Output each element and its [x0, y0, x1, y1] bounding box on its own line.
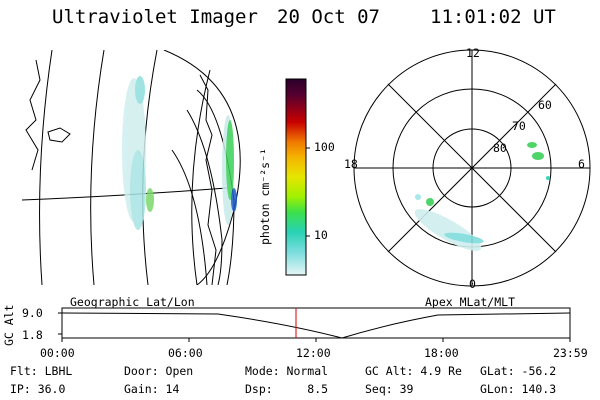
gain-info: Gain: 14	[124, 382, 180, 396]
mode-info: Mode: Normal	[245, 364, 329, 378]
time-tick-2359: 23:59	[553, 346, 588, 360]
colorbar	[285, 78, 310, 276]
time-tick-1200: 12:00	[296, 346, 331, 360]
colorbar-scale	[285, 78, 307, 276]
gc-alt-tick-low: 1.8	[22, 328, 43, 342]
time-tick-1800: 18:00	[424, 346, 459, 360]
polar-label-6: 6	[578, 157, 585, 171]
polar-lat-70: 70	[512, 119, 526, 133]
gc-alt-info: GC Alt: 4.9 Re	[365, 364, 462, 378]
glat-info: GLat: -56.2	[480, 364, 557, 378]
gc-alt-axis-label: GC Alt	[2, 304, 16, 346]
door-info: Door: Open	[124, 364, 194, 378]
glon-info: GLon: 140.3	[480, 382, 557, 396]
geographic-map	[22, 50, 241, 285]
altitude-strip	[58, 307, 571, 342]
colorbar-tick-100: 100	[314, 140, 335, 154]
geographic-panel-label: Geographic Lat/Lon	[70, 295, 195, 309]
polar-plot	[353, 49, 591, 287]
altitude-trace	[61, 312, 571, 339]
dsp-info: Dsp: 8.5	[245, 382, 329, 396]
polar-label-0: 0	[469, 277, 476, 291]
time-tick-0600: 06:00	[168, 346, 203, 360]
polar-lat-60: 60	[538, 98, 552, 112]
polar-label-12: 12	[466, 46, 480, 60]
polar-label-18: 18	[344, 157, 358, 171]
time-label: 11:01:02 UT	[430, 6, 556, 28]
gc-alt-tick-high: 9.0	[22, 306, 43, 320]
time-tick-0000: 00:00	[40, 346, 75, 360]
filter-info: Flt: LBHL	[10, 364, 73, 378]
instrument-title: Ultraviolet Imager	[52, 6, 258, 28]
colorbar-unit-label: photon cm⁻²s⁻¹	[258, 148, 272, 245]
polar-lat-80: 80	[493, 141, 507, 155]
date-label: 20 Oct 07	[277, 6, 380, 28]
apex-panel-label: Apex MLat/MLT	[425, 295, 516, 309]
colorbar-tick-10: 10	[314, 228, 328, 242]
ip-info: IP: 36.0	[10, 382, 66, 396]
seq-info: Seq: 39	[365, 382, 414, 396]
